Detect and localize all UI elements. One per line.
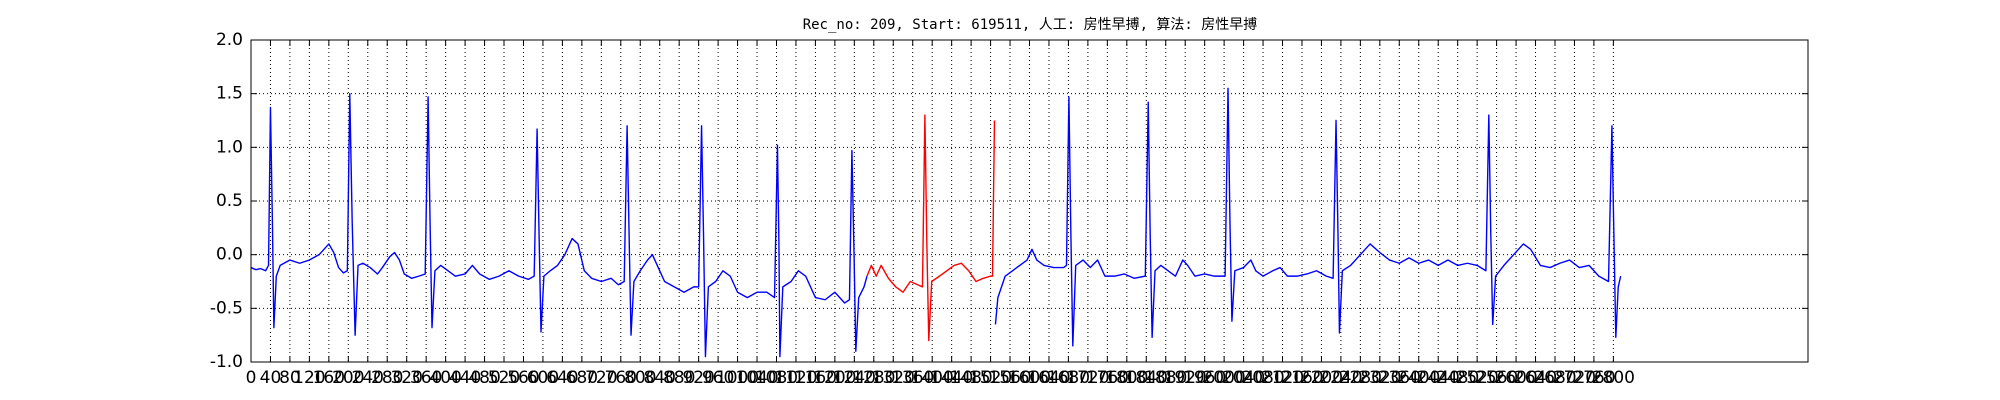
x-tick-label: 2320 xyxy=(1358,368,1401,388)
y-tick-label: 0.5 xyxy=(216,191,243,211)
x-tick-label: 2440 xyxy=(1417,368,1460,388)
x-tick-label: 1520 xyxy=(969,368,1012,388)
x-tick-label: 1000 xyxy=(716,368,759,388)
x-tick-label: 2080 xyxy=(1241,368,1284,388)
x-tick-label: 1120 xyxy=(774,368,817,388)
y-tick-label: 0.0 xyxy=(216,245,243,265)
x-tick-label: 1920 xyxy=(1164,368,1207,388)
x-tick-label: 520 xyxy=(488,368,520,388)
x-tick-label: 1680 xyxy=(1047,368,1090,388)
x-tick-label: 2200 xyxy=(1300,368,1343,388)
x-tick-label: 280 xyxy=(371,368,403,388)
x-tick-label: 760 xyxy=(605,368,637,388)
x-tick-label: 1600 xyxy=(1008,368,1051,388)
x-tick-label: 800 xyxy=(624,368,656,388)
x-tick-label: 1080 xyxy=(755,368,798,388)
x-tick-label: 120 xyxy=(293,368,325,388)
x-tick-label: 1200 xyxy=(813,368,856,388)
x-tick-label: 2480 xyxy=(1436,368,1479,388)
x-tick-label: 560 xyxy=(507,368,539,388)
x-tick-label: 720 xyxy=(585,368,617,388)
x-tick-label: 880 xyxy=(663,368,695,388)
y-tick-label: 1.0 xyxy=(216,137,243,157)
x-tick-label: 1040 xyxy=(735,368,778,388)
ecg-line xyxy=(994,87,1622,347)
x-tick-label: 480 xyxy=(468,368,500,388)
x-tick-label: 1720 xyxy=(1066,368,1109,388)
x-tick-label: 2040 xyxy=(1222,368,1265,388)
x-tick-label: 160 xyxy=(313,368,345,388)
x-tick-label: 960 xyxy=(702,368,734,388)
chart-title: Rec_no: 209, Start: 619511, 人工: 房性早搏, 算法… xyxy=(803,16,1258,33)
x-tick-label: 920 xyxy=(682,368,714,388)
x-tick-label: 1400 xyxy=(911,368,954,388)
x-tick-label: 1840 xyxy=(1125,368,1168,388)
x-tick-label: 2120 xyxy=(1261,368,1304,388)
x-tick-label: 200 xyxy=(332,368,364,388)
x-tick-label: 360 xyxy=(410,368,442,388)
x-tick-label: 840 xyxy=(643,368,675,388)
x-tick-label: 1240 xyxy=(833,368,876,388)
x-tick-label: 0 xyxy=(246,368,257,388)
x-tick-label: 1160 xyxy=(794,368,837,388)
y-tick-label: 2.0 xyxy=(216,30,243,50)
x-tick-label: 2640 xyxy=(1514,368,1557,388)
x-tick-label: 600 xyxy=(527,368,559,388)
y-tick-label: 1.5 xyxy=(216,84,243,104)
x-tick-label: 2680 xyxy=(1533,368,1576,388)
x-tick-label: 1880 xyxy=(1144,368,1187,388)
x-tick-label: 1560 xyxy=(988,368,1031,388)
plot-frame xyxy=(250,39,1809,363)
x-tick-label: 2160 xyxy=(1280,368,1323,388)
y-tick-label: -1.0 xyxy=(210,352,243,372)
x-tick-label: 2560 xyxy=(1475,368,1518,388)
x-tick-label: 1280 xyxy=(852,368,895,388)
x-tick-label: 2720 xyxy=(1553,368,1596,388)
x-tick-label: 2280 xyxy=(1339,368,1382,388)
x-tick-label: 1640 xyxy=(1027,368,1070,388)
x-tick-label: 2240 xyxy=(1319,368,1362,388)
x-tick-label: 1440 xyxy=(930,368,973,388)
x-tick-label: 1960 xyxy=(1183,368,1226,388)
x-tick-label: 40 xyxy=(260,368,282,388)
x-tick-label: 400 xyxy=(429,368,461,388)
x-tick-label: 1760 xyxy=(1086,368,1129,388)
x-tick-label: 680 xyxy=(566,368,598,388)
x-tick-label: 2760 xyxy=(1572,368,1615,388)
x-tick-label: 240 xyxy=(352,368,384,388)
x-tick-label: 1320 xyxy=(872,368,915,388)
x-tick-label: 2000 xyxy=(1202,368,1245,388)
x-tick-label: 440 xyxy=(449,368,481,388)
x-tick-label: 2600 xyxy=(1494,368,1537,388)
x-tick-label: 2400 xyxy=(1397,368,1440,388)
y-tick-label: -0.5 xyxy=(210,298,243,318)
ecg-line xyxy=(866,114,996,342)
x-tick-label: 2520 xyxy=(1456,368,1499,388)
x-tick-label: 80 xyxy=(279,368,301,388)
x-tick-label: 2800 xyxy=(1592,368,1635,388)
x-tick-label: 2360 xyxy=(1378,368,1421,388)
ecg-line xyxy=(250,92,868,358)
x-tick-label: 1360 xyxy=(891,368,934,388)
x-tick-label: 1800 xyxy=(1105,368,1148,388)
x-tick-label: 640 xyxy=(546,368,578,388)
x-tick-label: 320 xyxy=(390,368,422,388)
x-tick-label: 1480 xyxy=(949,368,992,388)
